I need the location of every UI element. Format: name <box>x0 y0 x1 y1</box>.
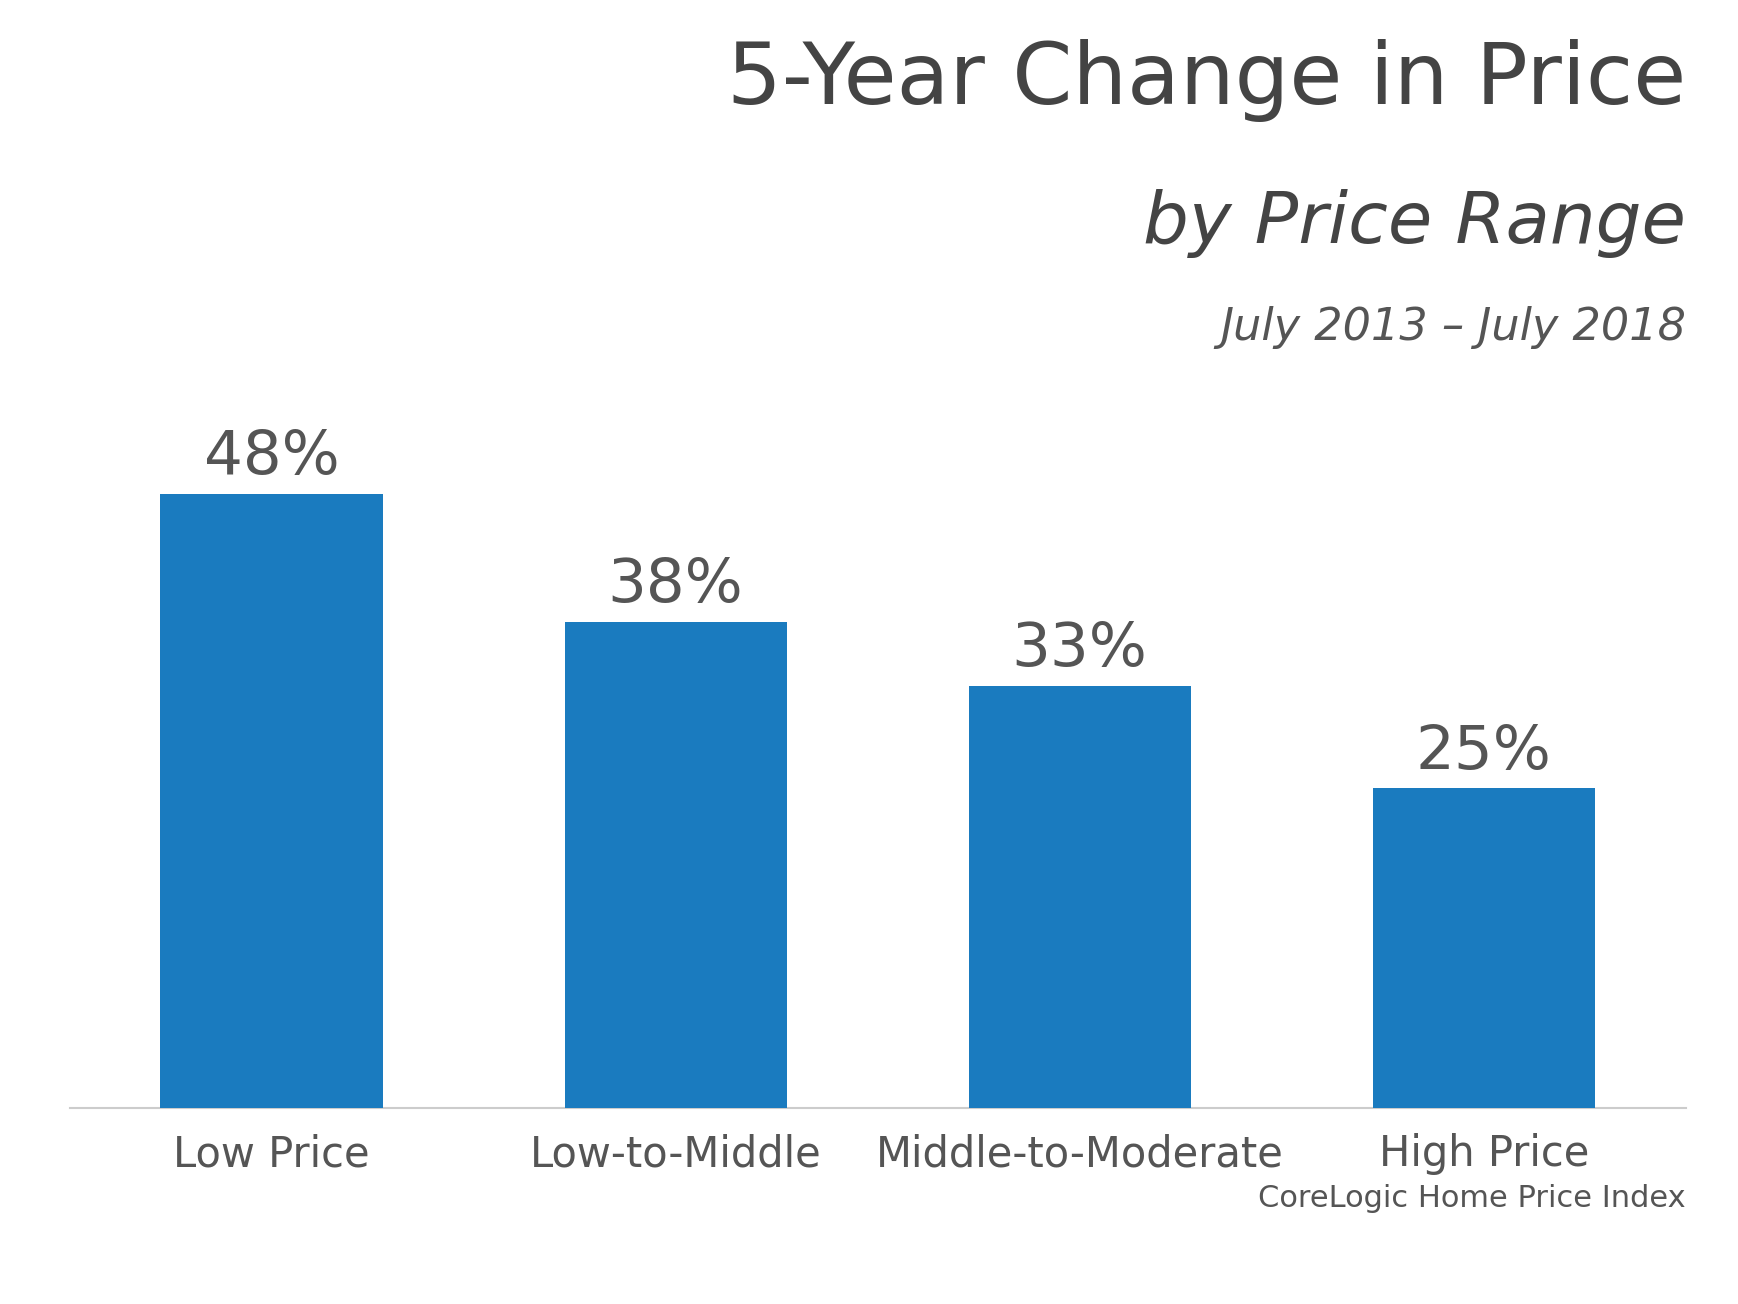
Text: 48%: 48% <box>203 428 339 488</box>
Text: by Price Range: by Price Range <box>1144 189 1686 258</box>
Text: 25%: 25% <box>1416 722 1552 782</box>
Bar <box>160 494 382 1108</box>
Text: 33%: 33% <box>1012 621 1147 679</box>
Text: 38%: 38% <box>608 557 744 615</box>
Bar <box>968 686 1191 1108</box>
Text: 5-Year Change in Price: 5-Year Change in Price <box>726 39 1686 123</box>
Bar <box>1373 788 1595 1108</box>
Bar <box>565 622 787 1108</box>
Text: CoreLogic Home Price Index: CoreLogic Home Price Index <box>1258 1184 1686 1213</box>
Text: July 2013 – July 2018: July 2013 – July 2018 <box>1220 306 1686 349</box>
